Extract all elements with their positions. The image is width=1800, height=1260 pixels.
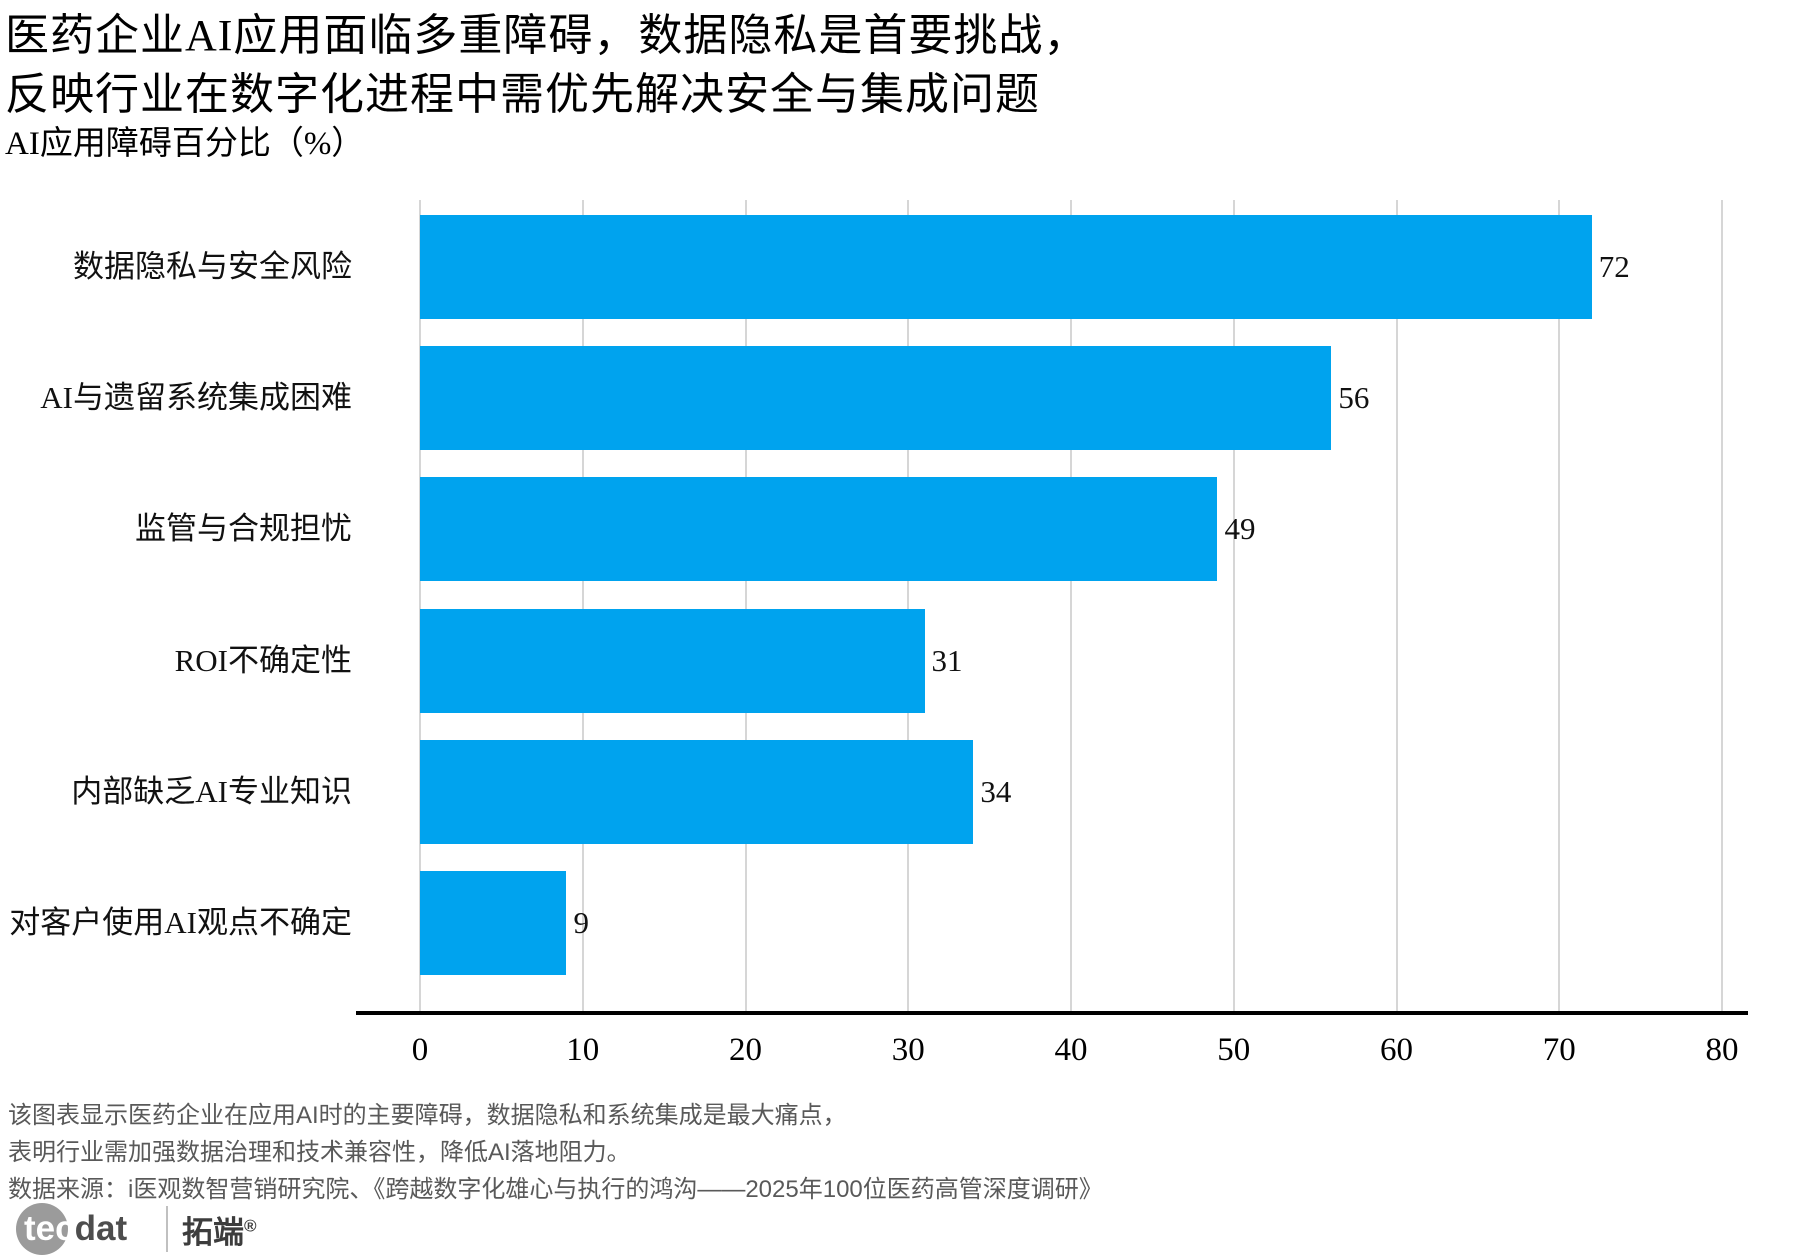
gridline-x-60 [1395, 200, 1398, 1013]
registered-mark-icon: ® [244, 1216, 257, 1236]
x-tick-50: 50 [1217, 1032, 1251, 1068]
footer-line3: 数据来源：i医观数智营销研究院、《跨越数字化雄心与执行的鸿沟——2025年100… [8, 1176, 1103, 1203]
tecdat-logo-icon: tecdat [10, 1200, 162, 1258]
logo-circle-icon [16, 1203, 68, 1255]
bar-6 [420, 871, 567, 975]
x-tick-60: 60 [1380, 1032, 1413, 1068]
bar-2 [420, 346, 1332, 451]
gridline-x-50 [1232, 200, 1235, 1013]
gridline-x-80 [1721, 200, 1723, 1013]
bar-3 [420, 477, 1218, 582]
category-label: 对客户使用AI观点不确定 [9, 905, 352, 940]
logo-text-tec: tec [24, 1209, 75, 1248]
category-label: AI与遗留系统集成困难 [40, 380, 352, 416]
bar-value-label: 49 [1224, 511, 1256, 547]
bar-1 [420, 215, 1592, 319]
x-tick-70: 70 [1542, 1032, 1576, 1068]
x-axis-line [356, 1011, 1748, 1015]
bar-value-label: 9 [573, 905, 589, 940]
footer-line2: 表明行业需加强数据治理和技术兼容性，降低AI落地阻力。 [8, 1139, 631, 1166]
gridline-x-20 [744, 200, 747, 1013]
bar-value-label: 34 [980, 773, 1012, 809]
x-tick-40: 40 [1054, 1032, 1088, 1068]
gridline-x-10 [581, 200, 584, 1013]
category-label: 监管与合规担忧 [135, 511, 352, 547]
chart-title-line2: 反映行业在数字化进程中需优先解决安全与集成问题 [5, 70, 1040, 119]
category-label: 内部缺乏AI专业知识 [71, 773, 352, 809]
logo-divider [166, 1206, 168, 1252]
logo-brand-name: 拓端® [182, 1214, 257, 1250]
x-tick-10: 10 [566, 1032, 600, 1068]
x-tick-30: 30 [891, 1032, 925, 1068]
tecdat-logo: tecdat 拓端® [10, 1200, 257, 1258]
bar-5 [420, 739, 974, 844]
logo-text-dat: dat [74, 1209, 128, 1248]
footer-line1: 该图表显示医药企业在应用AI时的主要障碍，数据隐私和系统集成是最大痛点， [8, 1102, 847, 1129]
bar-value-label: 72 [1598, 249, 1630, 284]
chart-title: 医药企业AI应用面临多重障碍，数据隐私是首要挑战， 反映行业在数字化进程中需优先… [5, 6, 1088, 124]
axis-title: AI应用障碍百分比（%） [5, 126, 365, 162]
category-label: 数据隐私与安全风险 [73, 249, 352, 284]
category-label: ROI不确定性 [174, 642, 352, 678]
bar-value-label: 56 [1338, 380, 1370, 416]
gridline-x-40 [1070, 200, 1072, 1013]
gridline-x-0 [419, 200, 421, 1013]
x-tick-20: 20 [729, 1032, 762, 1068]
gridline-x-30 [907, 200, 910, 1013]
gridline-x-70 [1558, 200, 1561, 1013]
bar-value-label: 31 [931, 642, 963, 678]
footer-note: 该图表显示医药企业在应用AI时的主要障碍，数据隐私和系统集成是最大痛点， 表明行… [8, 1097, 1103, 1208]
x-tick-0: 0 [411, 1032, 429, 1068]
chart-title-line1: 医药企业AI应用面临多重障碍，数据隐私是首要挑战， [5, 11, 1089, 60]
bar-4 [420, 608, 925, 713]
x-tick-80: 80 [1705, 1032, 1739, 1068]
